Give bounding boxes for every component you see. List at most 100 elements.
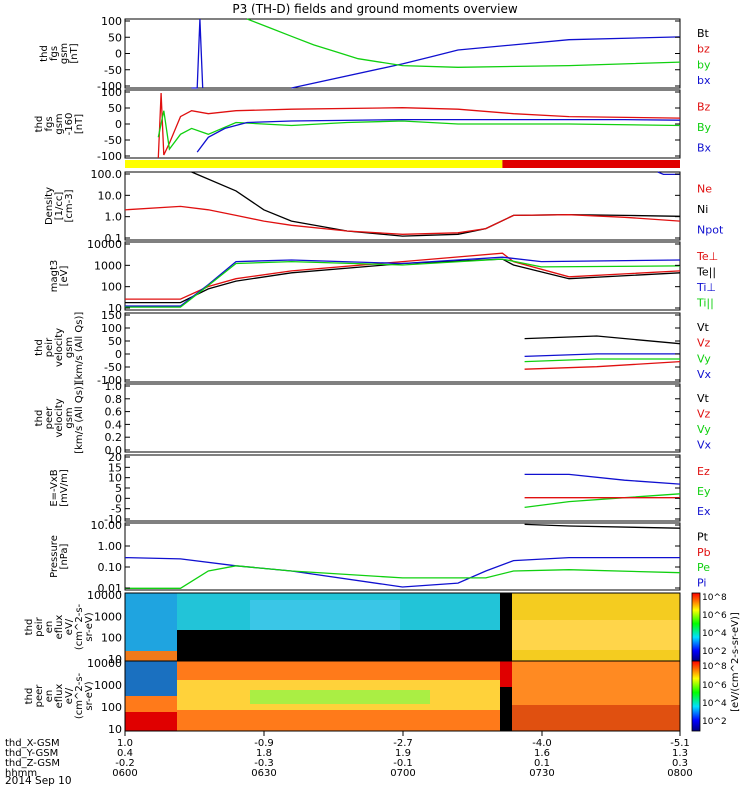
y-tick-label: 0.01 bbox=[98, 582, 123, 595]
colorbar-tick: 10^6 bbox=[702, 681, 727, 691]
legend-entry: Te|| bbox=[696, 265, 716, 278]
y-tick-label: 1.0 bbox=[105, 380, 123, 393]
x-row-value: 0600 bbox=[112, 768, 137, 779]
y-axis-label: en bbox=[44, 690, 55, 703]
legend-entry: Vt bbox=[697, 392, 710, 405]
y-tick-label: 5 bbox=[115, 482, 122, 495]
legend-entry: Npot bbox=[697, 224, 724, 237]
y-axis-label: peer bbox=[34, 684, 45, 708]
y-tick-label: 100 bbox=[101, 281, 122, 294]
y-axis-label: Density bbox=[44, 187, 55, 225]
series-By bbox=[157, 110, 681, 151]
date-label: 2014 Sep 10 bbox=[5, 775, 72, 787]
y-axis-label: thd bbox=[34, 410, 45, 427]
y-tick-label: 0.10 bbox=[98, 561, 123, 574]
legend-entry: by bbox=[697, 58, 711, 71]
series-Ti|| bbox=[125, 258, 681, 308]
y-tick-label: 0.8 bbox=[105, 393, 123, 406]
legend-entry: Vz bbox=[697, 407, 711, 420]
x-row-value: 1.0 bbox=[117, 738, 133, 749]
status-segment bbox=[502, 160, 680, 168]
y-axis-label: peer bbox=[44, 406, 55, 430]
spectrogram-electrons bbox=[124, 660, 681, 732]
x-row-label: hhmm bbox=[5, 768, 37, 779]
x-row-value: -0.1 bbox=[393, 758, 413, 769]
series-Vy bbox=[524, 358, 680, 363]
y-tick-label: 0 bbox=[115, 118, 122, 131]
y-axis-label: en bbox=[44, 621, 55, 634]
x-row-value: 0800 bbox=[667, 768, 692, 779]
y-tick-label: 1.00 bbox=[98, 540, 123, 553]
y-axis-label: (cm^2-s- bbox=[74, 603, 85, 650]
legend-entry: Pt bbox=[697, 531, 709, 544]
legend-entry: Pb bbox=[697, 546, 711, 559]
series-Ey bbox=[524, 493, 681, 509]
panel-frame bbox=[124, 383, 681, 453]
legend-entry: By bbox=[697, 121, 712, 134]
x-row-value: -0.9 bbox=[254, 738, 274, 749]
y-axis-label: E=-VxB bbox=[49, 469, 60, 506]
legend-entry: Vt bbox=[697, 321, 710, 334]
y-axis-label: gsm bbox=[64, 407, 75, 428]
series-Pt bbox=[524, 523, 681, 529]
x-row-value: 0.4 bbox=[117, 748, 133, 759]
y-axis-label: velocity bbox=[54, 398, 65, 437]
colorbar-tick: 10^8 bbox=[702, 593, 727, 603]
colorbar-bottom bbox=[691, 660, 701, 732]
x-row-label: thd_X-GSM bbox=[5, 738, 60, 749]
legend-entry: Pi bbox=[697, 576, 706, 589]
x-row-value: 0730 bbox=[529, 768, 554, 779]
y-tick-label: 15 bbox=[108, 461, 122, 474]
y-axis-label: (cm^2-s- bbox=[74, 672, 85, 719]
y-tick-label: 10 bbox=[108, 723, 122, 736]
legend-entry: Bt bbox=[697, 27, 710, 40]
series-Ex bbox=[524, 473, 681, 485]
colorbar-top bbox=[691, 592, 701, 662]
y-tick-label: -50 bbox=[104, 361, 122, 374]
series-Bz bbox=[157, 92, 681, 159]
y-axis-label: eflux bbox=[54, 684, 65, 709]
legend-entry: Ex bbox=[697, 505, 711, 518]
y-tick-label: -50 bbox=[104, 64, 122, 77]
y-tick-label: -50 bbox=[104, 134, 122, 147]
y-tick-label: 0.0 bbox=[105, 444, 123, 457]
panel3: 100.0 10.0 1.0 0.1 Density [1/cc] [cm-3] Ne Ni Np… bbox=[44, 168, 724, 245]
y-axis-label: -160 bbox=[64, 113, 75, 136]
y-axis-label: gsm bbox=[59, 43, 70, 64]
legend-entry: bx bbox=[697, 74, 711, 87]
figure-title: P3 (TH-D) fields and ground moments over… bbox=[232, 2, 517, 16]
y-tick-label: -100 bbox=[97, 150, 122, 163]
series-Pe bbox=[125, 565, 681, 589]
y-tick-label: 1000 bbox=[94, 610, 122, 623]
y-tick-label: 10.00 bbox=[91, 519, 123, 532]
x-row-value: 1.3 bbox=[672, 748, 688, 759]
x-row-value: 0.1 bbox=[534, 758, 550, 769]
series-Vz bbox=[524, 360, 681, 370]
y-axis-label: eV/ bbox=[64, 687, 75, 704]
y-axis-label: peir bbox=[34, 616, 45, 636]
status-segment bbox=[125, 160, 503, 168]
y-axis-label: sr-eV) bbox=[84, 612, 95, 641]
legend-entry: Ey bbox=[697, 485, 711, 498]
y-axis-label: [nPa] bbox=[59, 543, 70, 569]
series-Vt bbox=[524, 335, 681, 345]
y-tick-label: 50 bbox=[108, 102, 122, 115]
x-row-label: thd_Y-GSM bbox=[5, 748, 58, 759]
panel2: 100 50 0 -50 -100 thd fgs gsm -160 [nT] Bz By Bx bbox=[34, 86, 712, 163]
y-axis-label: thd bbox=[39, 45, 50, 62]
y-axis-label: [mV/m] bbox=[59, 469, 70, 507]
y-axis-label: [cm-3] bbox=[64, 189, 75, 222]
y-axis-label: eV/ bbox=[64, 618, 75, 635]
panel-frame bbox=[124, 18, 681, 89]
y-tick-label: 10000 bbox=[87, 238, 122, 251]
legend-entry: Vy bbox=[697, 352, 711, 365]
legend-entry: Te⊥ bbox=[696, 250, 718, 263]
colorbar-tick: 10^2 bbox=[702, 647, 727, 657]
colorbar-label: [eV/(cm^2-s-sr-eV)] bbox=[730, 612, 741, 712]
y-axis-label: peir bbox=[44, 337, 55, 357]
y-tick-label: 0.2 bbox=[105, 431, 123, 444]
y-tick-label: 50 bbox=[108, 335, 122, 348]
legend-entry: Ne bbox=[697, 182, 712, 195]
x-row-value: 1.6 bbox=[534, 748, 550, 759]
